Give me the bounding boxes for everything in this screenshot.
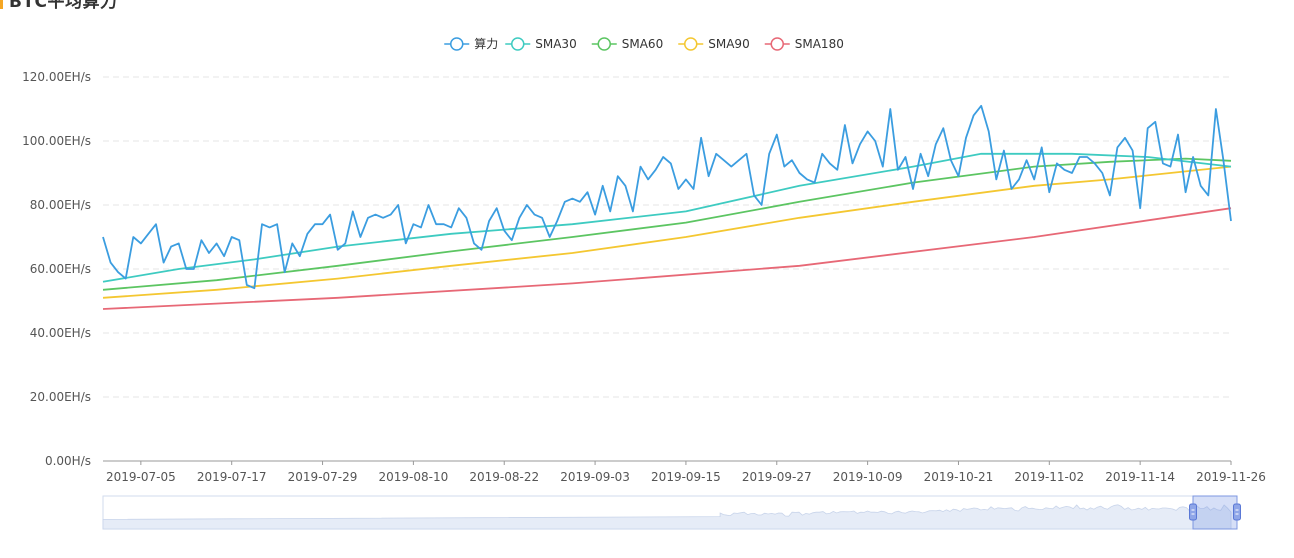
page-title: BTC平均算力 <box>9 0 118 12</box>
x-axis: 2019-07-05 2019-07-17 2019-07-29 2019-08-10… <box>103 460 1266 484</box>
legend-item-SMA90[interactable]: SMA90 <box>678 37 750 51</box>
x-tick-label: 2019-11-02 <box>1014 470 1084 484</box>
x-tick-label: 2019-11-14 <box>1105 470 1175 484</box>
x-tick-label: 2019-07-05 <box>106 470 176 484</box>
x-tick-label: 2019-07-17 <box>197 470 267 484</box>
legend-label: 算力 <box>474 36 498 51</box>
y-tick-label: 120.00EH/s <box>22 70 91 84</box>
x-tick-label: 2019-08-22 <box>469 470 539 484</box>
legend-swatch-circle <box>597 37 611 51</box>
series-line-SMA90 <box>102 165 1232 299</box>
y-tick-label: 0.00H/s <box>45 454 91 468</box>
zoom-handle-left[interactable] <box>1189 503 1197 521</box>
chart-legend[interactable]: 算力 SMA30 SMA60 SMA90 SMA180 <box>444 36 844 51</box>
legend-label: SMA90 <box>708 37 749 51</box>
legend-item-SMA180[interactable]: SMA180 <box>764 37 844 51</box>
legend-item-算力[interactable]: 算力 <box>444 36 498 51</box>
data-zoom-slider[interactable] <box>102 495 1241 530</box>
zoom-selection-window <box>1192 495 1238 530</box>
chart-grid <box>103 76 1231 398</box>
legend-label: SMA60 <box>622 37 663 51</box>
legend-label: SMA180 <box>795 37 844 51</box>
x-tick-label: 2019-11-26 <box>1196 470 1266 484</box>
legend-swatch-circle <box>684 37 698 51</box>
zoom-preview-area <box>102 504 1232 530</box>
legend-item-SMA30[interactable]: SMA30 <box>505 37 577 51</box>
x-tick-label: 2019-10-09 <box>833 470 903 484</box>
x-tick-label: 2019-09-03 <box>560 470 630 484</box>
series-line-算力 <box>102 104 1232 290</box>
series-line-SMA180 <box>102 207 1232 310</box>
series-line-SMA60 <box>102 157 1232 291</box>
x-tick-label: 2019-10-21 <box>924 470 994 484</box>
y-tick-label: 80.00EH/s <box>30 198 91 212</box>
y-tick-label: 20.00EH/s <box>30 390 91 404</box>
x-tick-label: 2019-08-10 <box>379 470 449 484</box>
chart-series <box>102 104 1232 310</box>
y-tick-label: 60.00EH/s <box>30 262 91 276</box>
y-tick-label: 40.00EH/s <box>30 326 91 340</box>
legend-swatch-circle <box>511 37 525 51</box>
x-tick-label: 2019-07-29 <box>288 470 358 484</box>
x-tick-label: 2019-09-27 <box>742 470 812 484</box>
legend-swatch-circle <box>770 37 784 51</box>
zoom-handle-right[interactable] <box>1233 503 1241 521</box>
legend-swatch-circle <box>450 37 464 51</box>
series-line-SMA30 <box>102 152 1232 283</box>
y-axis: 0.00H/s 20.00EH/s 40.00EH/s 60.00EH/s 80.00E… <box>22 70 91 468</box>
y-tick-label: 100.00EH/s <box>22 134 91 148</box>
legend-label: SMA30 <box>535 37 576 51</box>
title-accent-bar <box>0 0 3 9</box>
x-tick-label: 2019-09-15 <box>651 470 721 484</box>
legend-item-SMA60[interactable]: SMA60 <box>591 37 663 51</box>
chart-title-bar: BTC平均算力 <box>0 0 118 12</box>
